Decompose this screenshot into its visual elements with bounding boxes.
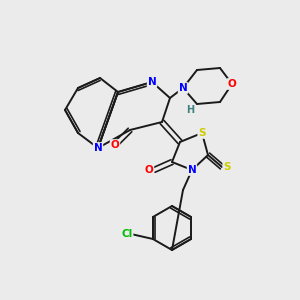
Text: N: N [188, 165, 196, 175]
Text: N: N [94, 143, 102, 153]
Text: N: N [148, 77, 156, 87]
Text: Cl: Cl [121, 229, 133, 239]
Text: S: S [198, 128, 206, 138]
Text: S: S [223, 162, 231, 172]
Text: O: O [145, 165, 153, 175]
Text: N: N [178, 83, 188, 93]
Text: O: O [111, 140, 119, 150]
Text: O: O [228, 79, 236, 89]
Text: H: H [186, 105, 194, 115]
